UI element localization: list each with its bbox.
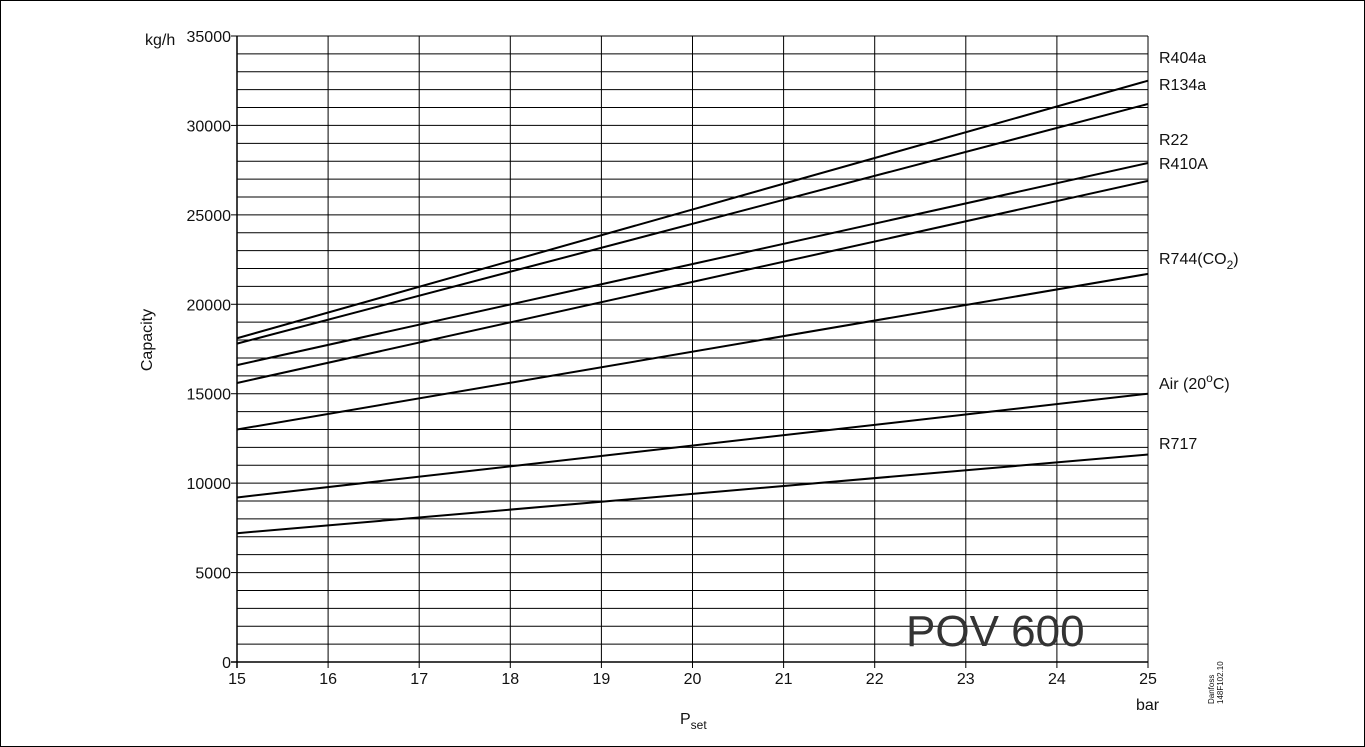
x-axis-label-main: P xyxy=(680,711,691,728)
series-label: R134a xyxy=(1159,77,1206,94)
grid xyxy=(236,35,1149,663)
series-line xyxy=(236,179,1149,384)
y-axis-label: Capacity xyxy=(139,309,156,371)
y-tick-label: 20000 xyxy=(187,297,232,314)
y-tick-label: 10000 xyxy=(187,476,232,493)
y-tick-label: 15000 xyxy=(187,387,232,404)
x-tick-label: 25 xyxy=(1139,671,1157,688)
x-tick-label: 22 xyxy=(866,671,884,688)
series-label: Air (20oC) xyxy=(1159,371,1230,393)
axes xyxy=(231,35,1149,668)
drawing-code-line: Danfoss xyxy=(1207,675,1216,704)
y-tick-label: 25000 xyxy=(187,208,232,225)
y-tick-label: 0 xyxy=(222,655,231,672)
x-tick-label: 21 xyxy=(775,671,793,688)
x-unit-label: bar xyxy=(1136,697,1160,714)
series-lines xyxy=(236,79,1149,535)
series-label: R404a xyxy=(1159,50,1206,67)
x-axis-label-sub: set xyxy=(691,718,708,732)
drawing-code: Danfoss 148F102.10 xyxy=(1207,661,1225,704)
series-label: R744(CO2) xyxy=(1159,251,1239,272)
series-labels: R404a R134a R22 R410A R744(CO2) Air (20oC) R71… xyxy=(1159,50,1239,453)
series-label: R717 xyxy=(1159,436,1197,453)
x-tick-label: 17 xyxy=(410,671,428,688)
y-unit-label: kg/h xyxy=(145,32,175,49)
series-line xyxy=(236,272,1149,431)
y-tick-label: 35000 xyxy=(187,29,232,46)
x-tick-label: 15 xyxy=(228,671,246,688)
series-line xyxy=(236,162,1149,367)
y-tick-label: 5000 xyxy=(195,566,231,583)
y-tick-label: 30000 xyxy=(187,118,232,135)
tick-labels: 15 16 17 18 19 20 21 22 23 24 25 0 5000 10000 15000 200… xyxy=(187,29,1158,688)
x-tick-label: 23 xyxy=(957,671,975,688)
series-line xyxy=(236,79,1149,340)
x-tick-label: 19 xyxy=(593,671,611,688)
x-tick-label: 24 xyxy=(1048,671,1066,688)
x-tick-label: 18 xyxy=(501,671,519,688)
chart-title: POV 600 xyxy=(906,607,1085,656)
series-line xyxy=(236,102,1149,345)
drawing-code-line: 148F102.10 xyxy=(1216,661,1225,704)
series-line xyxy=(236,392,1149,499)
series-label: R410A xyxy=(1159,156,1208,173)
x-tick-label: 20 xyxy=(684,671,702,688)
x-tick-label: 16 xyxy=(319,671,337,688)
series-line xyxy=(236,453,1149,535)
series-label: R22 xyxy=(1159,132,1188,149)
x-axis-label: Pset xyxy=(680,711,707,732)
